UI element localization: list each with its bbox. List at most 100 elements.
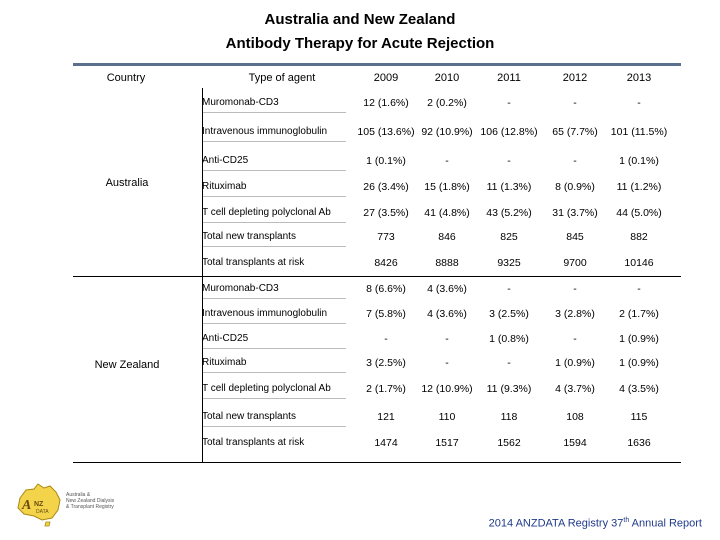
table-cell: - [573,97,577,109]
row-divider [202,323,346,324]
row-divider [202,372,346,373]
table-cell: 101 (11.5%) [610,126,668,138]
table-cell: 4 (3.6%) [427,283,467,295]
table-cell: 106 (12.8%) [480,126,538,138]
table-cell: 4 (3.6%) [427,308,467,320]
table-cell: 12 (10.9%) [421,383,473,395]
svg-text:A: A [21,498,31,513]
country-label: New Zealand [94,359,160,371]
table-cell: 882 [630,231,648,243]
row-divider [202,170,346,171]
row-divider [202,112,346,113]
footer-prefix: 2014 ANZDATA Registry 37 [488,517,624,530]
table-cell: 1 (0.9%) [619,333,659,345]
table-cell: 7 (5.8%) [366,308,406,320]
table-cell: 11 (9.3%) [486,383,532,395]
table-cell: 31 (3.7%) [552,207,598,219]
table-cell: 845 [566,231,584,243]
table-cell: 8426 [374,257,398,269]
table-cell: - [507,155,511,167]
agent-label: Anti-CD25 [202,155,249,166]
table-cell: 1 (0.1%) [366,155,406,167]
table-cell: 825 [500,231,518,243]
table-cell: 26 (3.4%) [363,181,409,193]
table-cell: - [507,283,511,295]
table-cell: 1474 [374,437,398,449]
table-cell: 108 [566,411,584,423]
table-cell: - [573,283,577,295]
row-divider [202,196,346,197]
table-cell: 105 (13.6%) [357,126,415,138]
agent-label: Muromonab-CD3 [202,97,279,108]
table-cell: 3 (2.5%) [366,357,406,369]
table-cell: 1594 [563,437,587,449]
table-cell: 1 (0.9%) [555,357,595,369]
table-cell: 2 (1.7%) [366,383,406,395]
header-agent: Type of agent [248,72,316,84]
table-cell: 4 (3.5%) [619,383,659,395]
agent-label: Rituximab [202,357,247,368]
table-cell: - [445,333,449,345]
table-cell: 8 (0.9%) [555,181,595,193]
agent-label: Total new transplants [202,411,296,422]
table-cell: 121 [377,411,395,423]
table-cell: 11 (1.2%) [616,181,662,193]
agent-label: Intravenous immunoglobulin [202,308,328,319]
table-cell: 1 (0.9%) [619,357,659,369]
table-cell: - [445,155,449,167]
footer-suffix: Annual Report [629,517,702,530]
table-cell: - [445,357,449,369]
group-border [202,88,203,276]
header-year: 2013 [626,72,652,84]
header-year: 2012 [562,72,588,84]
table-cell: 1562 [497,437,521,449]
table-cell: - [573,333,577,345]
agent-label: Muromonab-CD3 [202,283,279,294]
table-cell: 3 (2.8%) [555,308,595,320]
group-separator [73,462,681,463]
footer-citation: 2014 ANZDATA Registry 37th Annual Report [489,517,702,530]
table-cell: 92 (10.9%) [421,126,473,138]
logo-caption-line: Australia & [66,492,91,498]
table-cell: - [637,97,641,109]
table-cell: 9700 [563,257,587,269]
agent-label: Rituximab [202,181,247,192]
footer-sup: th [623,517,630,524]
row-divider [202,398,346,399]
agent-label: T cell depleting polyclonal Ab [202,383,331,394]
table-cell: 12 (1.6%) [363,97,409,109]
table-cell: - [384,333,388,345]
agent-label: Total transplants at risk [202,437,305,448]
table-cell: - [507,357,511,369]
table-cell: 2 (1.7%) [619,308,659,320]
logo-caption-line: & Transplant Registry [66,504,114,510]
table-cell: 1 (0.1%) [619,155,659,167]
svg-text:NZ: NZ [34,501,44,508]
table-cell: 4 (3.7%) [555,383,595,395]
header-year: 2010 [434,72,460,84]
header-year: 2009 [373,72,399,84]
row-divider [202,426,346,427]
header-rule [73,63,681,66]
table-cell: 10146 [624,257,654,269]
table-cell: - [637,283,641,295]
table-cell: - [573,155,577,167]
table-cell: 1517 [435,437,459,449]
row-divider [202,348,346,349]
header-country: Country [106,72,146,84]
agent-label: Total transplants at risk [202,257,305,268]
table-cell: 1 (0.8%) [489,333,529,345]
page-title-line2: Antibody Therapy for Acute Rejection [225,35,495,52]
row-divider [202,246,346,247]
table-cell: 11 (1.3%) [486,181,532,193]
svg-text:DATA: DATA [36,509,49,515]
agent-label: Total new transplants [202,231,296,242]
anzdata-logo-icon: A NZ DATA [17,483,61,527]
table-cell: 115 [630,411,648,423]
row-divider [202,222,346,223]
page-title-line1: Australia and New Zealand [264,11,456,28]
table-cell: 65 (7.7%) [552,126,598,138]
table-cell: 43 (5.2%) [486,207,532,219]
table-cell: 773 [377,231,395,243]
table-cell: 2 (0.2%) [427,97,467,109]
